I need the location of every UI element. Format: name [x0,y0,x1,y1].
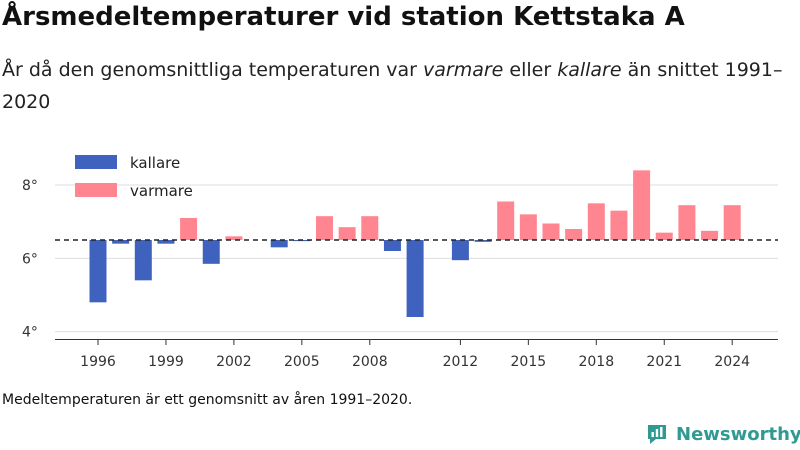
legend-swatch-kallare [75,155,117,169]
subtitle-warmer: varmare [423,59,504,81]
bar-kallare-2001 [202,240,220,264]
x-tick-label: 2021 [646,354,682,370]
newsworthy-logo[interactable]: Newsworthy [645,421,800,447]
chart-subtitle: År då den genomsnittliga temperaturen va… [2,54,792,118]
subtitle-colder: kallare [557,59,622,81]
bar-varmare-2006 [316,216,333,240]
bar-varmare-2014 [497,201,515,240]
axis-layer: 4° 6° 8° 1996 1999 2002 2005 2008 2012 2015 2018 20… [22,178,778,370]
chart-title: Årsmedeltemperaturer vid station Kettsta… [2,2,685,32]
footnote: Medeltemperaturen är ett genomsnitt av å… [2,392,413,408]
bar-kallare-2010 [406,240,424,317]
x-tick-label: 2018 [578,354,614,370]
brand-name: Newsworthy [676,423,800,445]
y-tick-label: 4° [22,325,38,341]
bar-varmare-2016 [542,223,560,240]
y-tick-label: 8° [22,178,38,194]
bar-varmare-2002 [225,236,243,240]
legend-label-kallare: kallare [130,154,180,172]
bar-varmare-2017 [565,229,583,240]
legend-swatch-varmare [75,183,117,197]
x-tick-label: 2005 [284,354,320,370]
legend: kallare varmare [75,154,193,200]
bar-varmare-2022 [678,205,696,240]
bar-kallare-1996 [89,240,107,303]
x-tick-label: 2002 [216,354,252,370]
bar-varmare-2000 [180,218,198,240]
bar-kallare-2009 [383,240,401,251]
bar-varmare-2020 [633,170,651,240]
subtitle-pre: År då den genomsnittliga temperaturen va… [2,59,424,81]
x-tick-label: 1999 [148,354,184,370]
bar-varmare-2018 [587,203,605,240]
bar-varmare-2015 [519,214,537,240]
bar-kallare-2012 [451,240,469,261]
bar-kallare-1999 [157,240,175,244]
subtitle-post: än snittet 1991–2020 [2,59,783,113]
legend-label-varmare: varmare [130,182,193,200]
x-tick-label: 2012 [443,354,479,370]
subtitle-mid: eller [503,59,558,81]
x-tick-label: 2024 [714,354,750,370]
newsworthy-logo-icon [648,425,666,444]
bar-kallare-1998 [134,240,152,281]
bar-varmare-2024 [723,205,741,240]
x-tick-label: 2015 [511,354,547,370]
y-tick-label: 6° [22,251,38,267]
bar-layer [89,170,741,317]
bar-varmare-2023 [701,230,719,240]
bar-kallare-2004 [270,240,288,248]
bar-varmare-2008 [361,216,379,240]
x-tick-label: 2008 [352,354,388,370]
bar-varmare-2019 [610,210,628,240]
bar-varmare-2007 [338,227,356,240]
temperature-bar-chart: 4° 6° 8° 1996 1999 2002 2005 2008 2012 2015 2018 20… [22,154,778,370]
bar-kallare-1997 [112,240,130,244]
bar-varmare-2021 [655,232,673,240]
x-tick-label: 1996 [80,354,116,370]
bar-kallare-2013 [474,240,492,242]
